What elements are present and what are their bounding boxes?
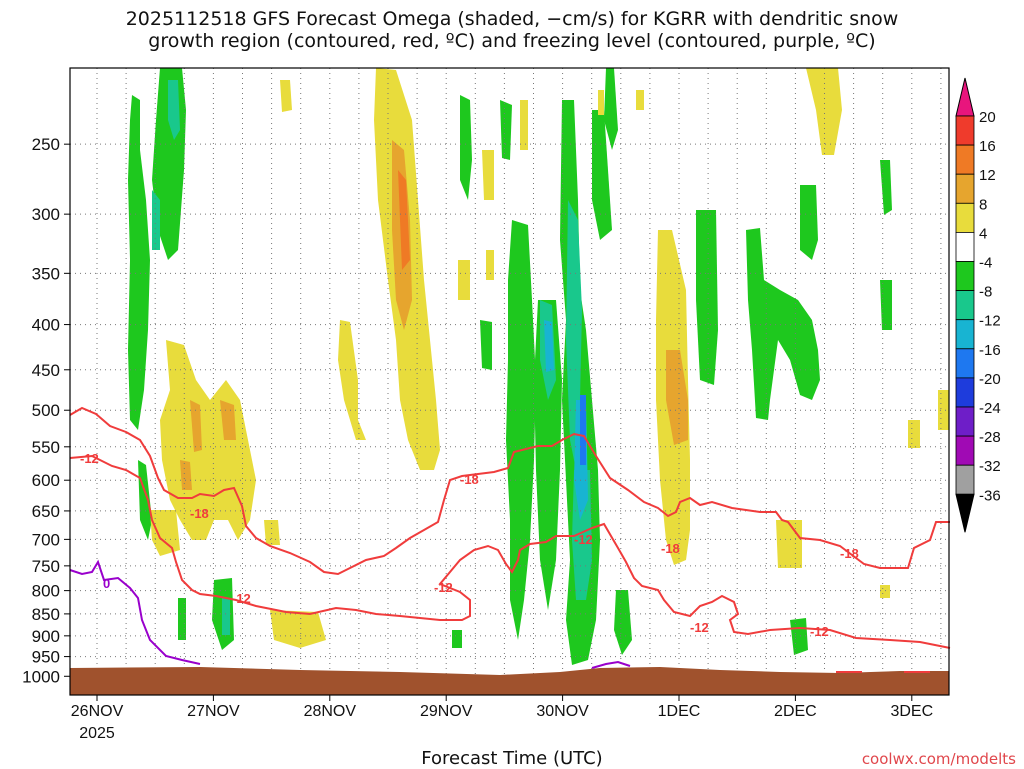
colorbar-swatch [955, 290, 975, 321]
contour-label-red: -12 [574, 532, 593, 547]
contour-label-red: -12 [810, 624, 829, 639]
x-tick-label: 26NOV [71, 703, 124, 720]
colorbar-swatch [955, 435, 975, 466]
contour-label-red: -18 [190, 506, 209, 521]
colorbar-label: 4 [979, 225, 987, 242]
dendritic-contours [69, 406, 951, 673]
x-tick-label: 29NOV [420, 703, 473, 720]
freezing-level-contour [69, 559, 201, 665]
colorbar-label: -20 [979, 371, 1001, 388]
y-tick-label: 850 [32, 605, 60, 624]
contour-label-red: -18 [661, 541, 680, 556]
credit-text: coolwx.com/modelts [861, 750, 1016, 768]
colorbar-swatch [955, 173, 975, 204]
colorbar-swatch [955, 406, 975, 437]
colorbar-label: 8 [979, 196, 987, 213]
y-tick-label: 450 [32, 361, 60, 380]
colorbar-swatch [955, 144, 975, 175]
colorbar-swatch [955, 231, 975, 262]
contour-label-red: -12 [434, 580, 453, 595]
y-tick-label: 550 [32, 438, 60, 457]
plot-frame [69, 67, 950, 696]
y-tick-label: 650 [32, 502, 60, 521]
colorbar-label: -12 [979, 313, 1001, 330]
y-axis: 250 300 350 400 450 500 550 600 650 700 750 800 850 9… [22, 135, 70, 686]
x-tick-label: 30NOV [536, 703, 589, 720]
y-tick-label: 950 [32, 648, 60, 667]
x-tick-label: 27NOV [187, 703, 240, 720]
colorbar-swatch [955, 319, 975, 350]
y-tick-label: 250 [32, 135, 60, 154]
y-tick-label: 300 [32, 205, 60, 224]
colorbar-swatch [955, 464, 975, 495]
x-tick-label: 2DEC [774, 703, 817, 720]
colorbar-top-arrow [955, 77, 975, 117]
y-tick-label: 700 [32, 530, 60, 549]
y-tick-label: 500 [32, 401, 60, 420]
colorbar-label: 20 [979, 109, 996, 126]
chart-title-line-1: 2025112518 GFS Forecast Omega (shaded, −… [125, 8, 899, 30]
y-tick-label: 400 [32, 316, 60, 335]
colorbar-label: -32 [979, 458, 1001, 475]
colorbar-label: 12 [979, 167, 996, 184]
colorbar-swatch [955, 261, 975, 292]
colorbar-label: -24 [979, 400, 1001, 417]
colorbar-swatch [955, 377, 975, 408]
contour-labels: -12 -18 -18 -12 -12 -18 -12 -18 -12 -12 … [80, 451, 859, 639]
x-axis: 26NOV 2025 27NOV 28NOV 29NOV 30NOV 1DEC 2DEC 3DE… [71, 695, 933, 742]
x-tick-label: 3DEC [890, 703, 933, 720]
colorbar-label: -8 [979, 284, 992, 301]
freezing-level-contour-2 [591, 660, 631, 669]
contour-label-red: -12 [80, 451, 99, 466]
colorbar-label: -36 [979, 487, 1001, 504]
y-tick-label: 350 [32, 264, 60, 283]
x-tick-label: 1DEC [658, 703, 701, 720]
y-tick-label: 800 [32, 582, 60, 601]
omega-shading [128, 68, 949, 665]
colorbar-swatch [955, 202, 975, 233]
contour-label-red: -12 [232, 591, 251, 606]
y-tick-label: 1000 [22, 667, 60, 686]
colorbar-label: -4 [979, 255, 992, 272]
contour-label-red: -18 [460, 472, 479, 487]
x-tick-sublabel: 2025 [79, 725, 115, 742]
contour-label-red: -12 [690, 620, 709, 635]
contour-label-purple: 0 [103, 576, 110, 591]
y-tick-label: 900 [32, 627, 60, 646]
colorbar-swatch [955, 115, 975, 146]
colorbar-label: 16 [979, 138, 996, 155]
colorbar-bottom-arrow [955, 493, 975, 533]
colorbar-label: -28 [979, 429, 1001, 446]
x-tick-label: 28NOV [304, 703, 357, 720]
colorbar-label: -16 [979, 342, 1001, 359]
x-axis-title: Forecast Time (UTC) [421, 748, 603, 769]
colorbar-swatch [955, 348, 975, 379]
y-tick-label: 750 [32, 557, 60, 576]
y-tick-label: 600 [32, 471, 60, 490]
terrain-surface [70, 667, 949, 695]
colorbar: 20 16 12 8 4 -4 -8 -12 -16 -20 -24 -28 -32 -36 [955, 77, 1001, 533]
chart-title-line-2: growth region (contoured, red, ºC) and f… [148, 30, 876, 52]
contour-label-red: -18 [840, 546, 859, 561]
